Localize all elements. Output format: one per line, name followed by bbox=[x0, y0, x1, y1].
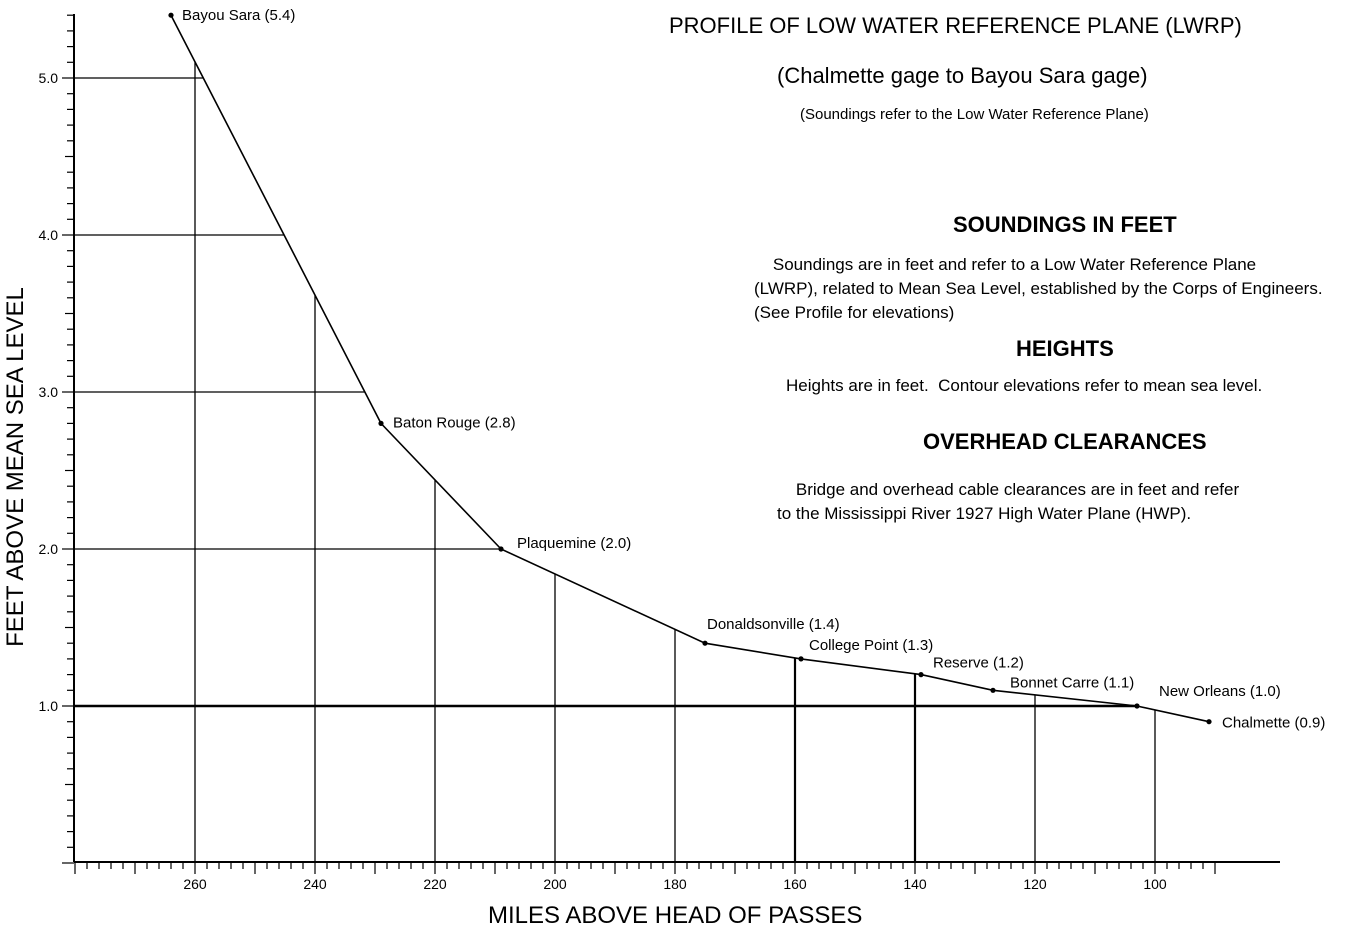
chart-note: (Soundings refer to the Low Water Refere… bbox=[800, 106, 1149, 123]
axes-layer: 260 240 220 200 180 160 140 120 100 1.0 2.0 3.0 4.0 5… bbox=[39, 14, 1280, 892]
soundings-heading: SOUNDINGS IN FEET bbox=[953, 212, 1177, 237]
soundings-text: Soundings are in feet and refer to a Low… bbox=[754, 255, 1323, 322]
y-tick-label-1: 1.0 bbox=[39, 698, 59, 714]
gage-point-college-point bbox=[798, 656, 804, 662]
heights-text: Heights are in feet. Contour elevations … bbox=[786, 376, 1263, 395]
label-layer: Bayou Sara (5.4) Baton Rouge (2.8) Plaquem… bbox=[182, 7, 1325, 732]
grid-layer bbox=[74, 61, 1156, 862]
gage-point-chalmette bbox=[1206, 719, 1212, 725]
gage-point-new-orleans bbox=[1134, 703, 1140, 709]
gage-point-baton-rouge bbox=[378, 420, 384, 426]
gage-label-new-orleans: New Orleans (1.0) bbox=[1159, 683, 1281, 700]
gage-label-plaquemine: Plaquemine (2.0) bbox=[517, 535, 631, 552]
gage-label-reserve: Reserve (1.2) bbox=[933, 655, 1024, 672]
clearances-text: Bridge and overhead cable clearances are… bbox=[777, 480, 1240, 523]
gage-label-baton-rouge: Baton Rouge (2.8) bbox=[393, 414, 516, 431]
gage-point-bonnet-carre bbox=[990, 687, 996, 693]
gage-point-bayou-sara bbox=[168, 12, 174, 18]
x-tick-label-240: 240 bbox=[303, 876, 327, 892]
gage-label-bonnet-carre: Bonnet Carre (1.1) bbox=[1010, 674, 1134, 691]
profile-line-layer bbox=[168, 12, 1212, 725]
x-axis-label: MILES ABOVE HEAD OF PASSES bbox=[488, 902, 863, 929]
gage-label-college-point: College Point (1.3) bbox=[809, 637, 933, 654]
x-tick-label-160: 160 bbox=[783, 876, 807, 892]
clearances-heading: OVERHEAD CLEARANCES bbox=[923, 429, 1207, 454]
gage-label-chalmette: Chalmette (0.9) bbox=[1222, 715, 1325, 732]
x-tick-label-100: 100 bbox=[1143, 876, 1167, 892]
y-tick-label-2: 2.0 bbox=[39, 541, 59, 557]
x-tick-label-180: 180 bbox=[663, 876, 687, 892]
gage-point-reserve bbox=[918, 672, 924, 678]
x-tick-label-220: 220 bbox=[423, 876, 447, 892]
gage-point-donaldsonville bbox=[702, 640, 708, 646]
gage-label-bayou-sara: Bayou Sara (5.4) bbox=[182, 7, 295, 24]
x-tick-label-140: 140 bbox=[903, 876, 927, 892]
y-tick-label-3: 3.0 bbox=[39, 384, 59, 400]
x-tick-label-260: 260 bbox=[183, 876, 207, 892]
x-tick-label-200: 200 bbox=[543, 876, 567, 892]
x-tick-label-120: 120 bbox=[1023, 876, 1047, 892]
y-tick-label-5: 5.0 bbox=[39, 70, 59, 86]
y-axis-label: FEET ABOVE MEAN SEA LEVEL bbox=[2, 287, 29, 647]
heights-heading: HEIGHTS bbox=[1016, 336, 1114, 361]
gage-point-plaquemine bbox=[498, 546, 504, 552]
chart-title: PROFILE OF LOW WATER REFERENCE PLANE (LW… bbox=[669, 13, 1242, 38]
y-tick-label-4: 4.0 bbox=[39, 227, 59, 243]
gage-label-donaldsonville: Donaldsonville (1.4) bbox=[707, 616, 840, 633]
chart-subtitle: (Chalmette gage to Bayou Sara gage) bbox=[777, 63, 1148, 88]
